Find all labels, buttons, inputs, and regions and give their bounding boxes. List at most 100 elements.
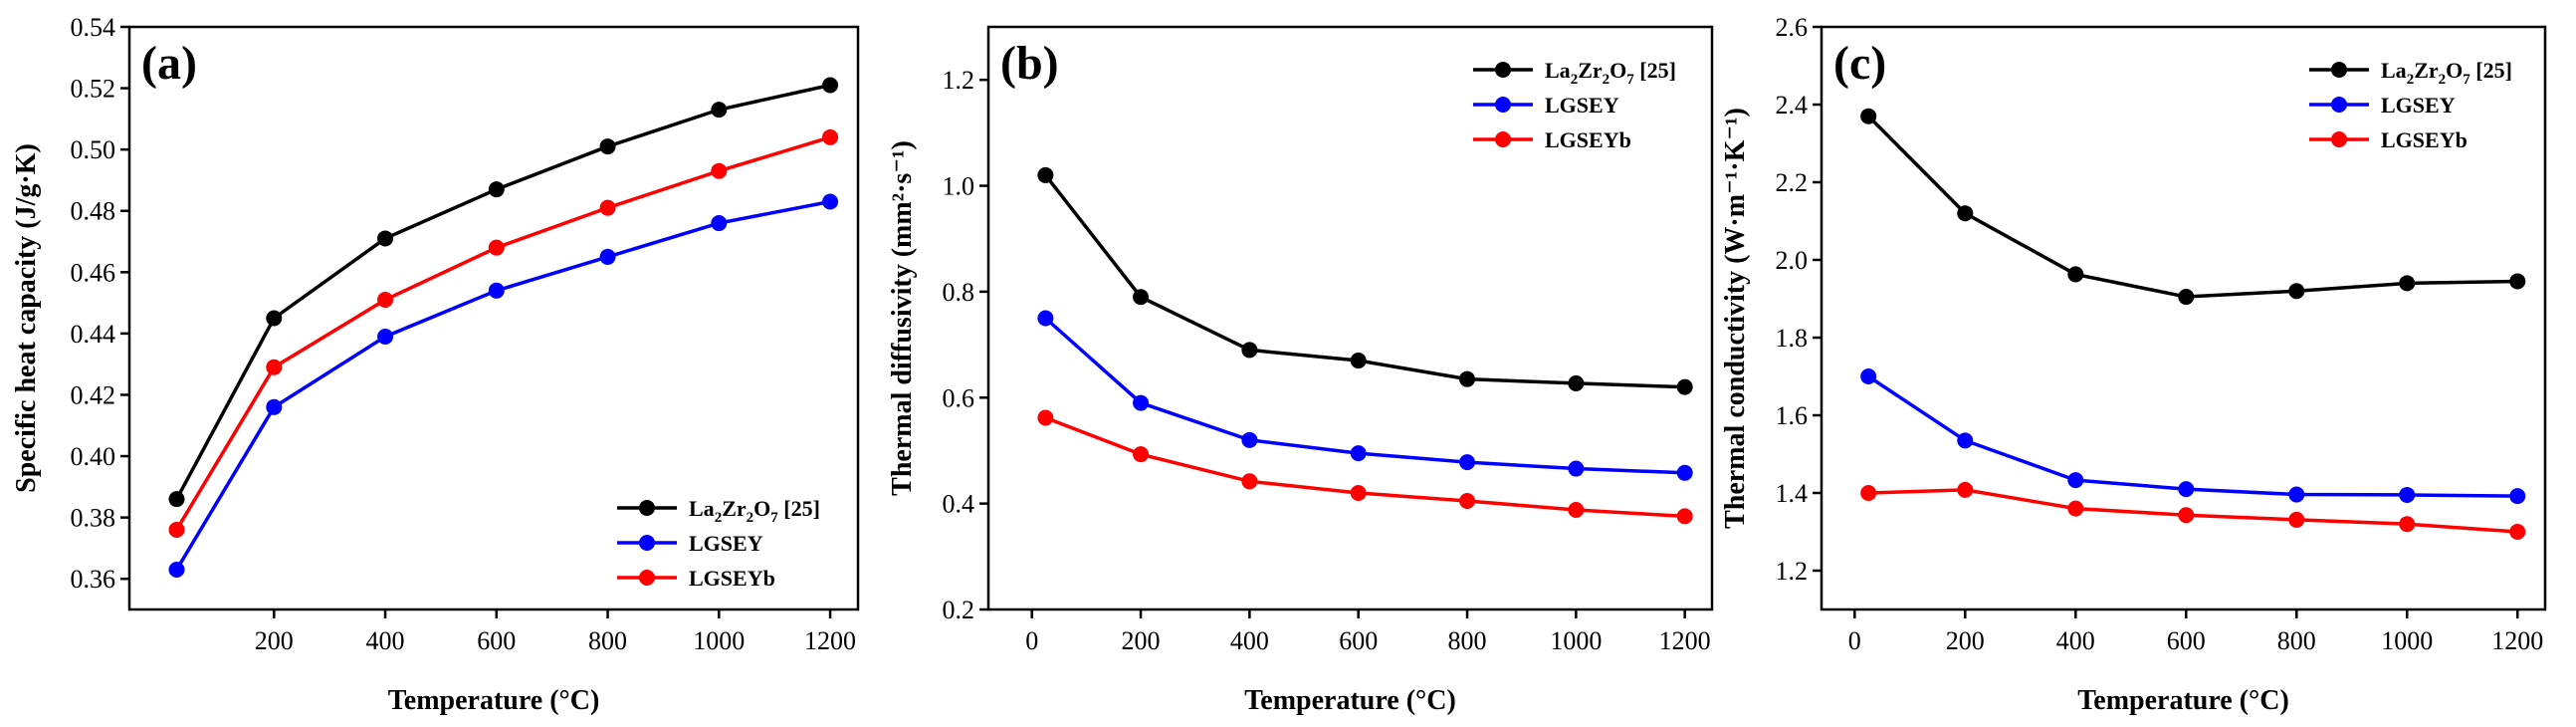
data-point (2399, 275, 2416, 292)
panel-a: 200 400 600 800 1000 1200 0.36 0.38 0.40 0.42 0.44… (11, 13, 860, 716)
x-tick-label: 1200 (2491, 626, 2543, 655)
legend-subscript: 2 (2407, 72, 2415, 88)
series-lgseyb (1860, 481, 2526, 540)
y-tick-label: 0.40 (71, 442, 116, 471)
legend-subscript: 2 (747, 510, 754, 526)
y-tick-label: 0.54 (71, 13, 116, 42)
x-tick-label: 400 (1230, 626, 1269, 655)
panel-label: (b) (1000, 37, 1059, 90)
data-point (1241, 342, 1258, 359)
x-tick-label: 1000 (1550, 626, 1602, 655)
legend-label: LGSEYb (2381, 127, 2468, 152)
y-tick-label: 0.42 (71, 380, 116, 409)
legend-subscript: 2 (1603, 72, 1610, 88)
data-point (377, 328, 394, 345)
legend-text: O (1610, 58, 1626, 83)
legend-subscript: 2 (1571, 72, 1579, 88)
x-tick-label: 1200 (804, 626, 856, 655)
y-tick-label: 1.4 (1776, 479, 1809, 508)
data-point (1860, 108, 1877, 124)
data-point (1133, 289, 1150, 306)
data-point (488, 181, 505, 198)
series-lgsey (1037, 310, 1693, 481)
data-point (2178, 507, 2195, 524)
y-tick-label: 0.6 (943, 383, 975, 412)
data-point (266, 398, 283, 415)
legend-text: Zr (722, 496, 747, 521)
x-tick-label: 600 (1339, 626, 1378, 655)
legend-marker (639, 500, 655, 516)
x-tick-label: 800 (588, 626, 627, 655)
data-point (2399, 486, 2416, 503)
legend-marker (1495, 62, 1511, 78)
data-point (822, 77, 839, 94)
data-point (599, 248, 616, 265)
y-axis-label: Thermal diffusivity (mm²·s⁻¹) (887, 140, 918, 496)
series-lgsey (1860, 368, 2526, 505)
legend-label: LGSEY (1545, 93, 1619, 118)
y-tick-label: 1.2 (1776, 557, 1809, 586)
series-la2zr2o7-25- (1860, 108, 2526, 306)
series-lgseyb (168, 128, 839, 538)
legend-marker (639, 535, 655, 551)
data-point (377, 292, 394, 309)
data-point (2067, 472, 2084, 489)
series-line (1044, 173, 1685, 389)
legend-subscript: 7 (1626, 72, 1634, 88)
legend-label: LGSEYb (1545, 127, 1631, 152)
y-tick-label: 0.38 (71, 504, 116, 533)
plot-frame (986, 25, 1714, 611)
legend-text: La (1545, 58, 1571, 83)
x-tick-label: 200 (1946, 626, 1985, 655)
data-point (711, 102, 728, 119)
legend-text: La (2381, 58, 2407, 83)
series-line (174, 135, 831, 531)
data-point (2288, 283, 2305, 300)
legend-text: [25] (1634, 58, 1676, 83)
legend-text: Zr (1578, 58, 1603, 83)
x-tick-label: 1000 (693, 626, 745, 655)
data-point (711, 162, 728, 179)
legend-marker (2331, 62, 2347, 78)
data-point (488, 239, 505, 256)
legend-label: LGSEYb (689, 566, 775, 591)
x-axis-label: Temperature (°C) (1244, 685, 1456, 716)
data-point (2509, 488, 2526, 505)
data-point (1860, 368, 1877, 384)
data-point (1037, 409, 1054, 426)
series-lgsey (168, 193, 839, 578)
y-axis-label: Specific heat capacity (J/g·K) (11, 143, 42, 493)
series-la2zr2o7-25- (168, 77, 839, 508)
series-la2zr2o7-25- (1037, 166, 1693, 395)
y-tick-label: 0.36 (71, 565, 116, 594)
legend-subscript: 2 (715, 510, 723, 526)
data-point (1676, 508, 1693, 525)
legend-subscript: 7 (2463, 72, 2470, 88)
y-axis-label: Thermal conductivity (W·m⁻¹·K⁻¹) (1720, 108, 1751, 529)
legend-label: La2Zr2O7 [25] (2381, 58, 2512, 88)
data-point (1957, 481, 1974, 498)
x-tick-label: 600 (477, 626, 516, 655)
x-tick-label: 800 (1448, 626, 1487, 655)
x-tick-label: 1000 (2381, 626, 2433, 655)
data-point (1459, 370, 1476, 387)
data-point (1459, 492, 1476, 509)
data-point (377, 230, 394, 247)
legend-text: O (753, 496, 770, 521)
data-point (168, 561, 185, 578)
data-point (168, 491, 185, 508)
y-tick-label: 0.48 (71, 197, 116, 226)
data-point (2067, 500, 2084, 517)
data-point (168, 521, 185, 538)
y-tick-label: 0.46 (71, 258, 116, 287)
legend-subscript: 7 (770, 510, 778, 526)
y-tick-label: 0.50 (71, 135, 116, 164)
x-tick-label: 600 (2167, 626, 2206, 655)
data-point (1241, 431, 1258, 448)
x-axis-label: Temperature (°C) (388, 685, 600, 716)
series-lgseyb (1037, 409, 1693, 525)
x-tick-label: 0 (1025, 626, 1038, 655)
